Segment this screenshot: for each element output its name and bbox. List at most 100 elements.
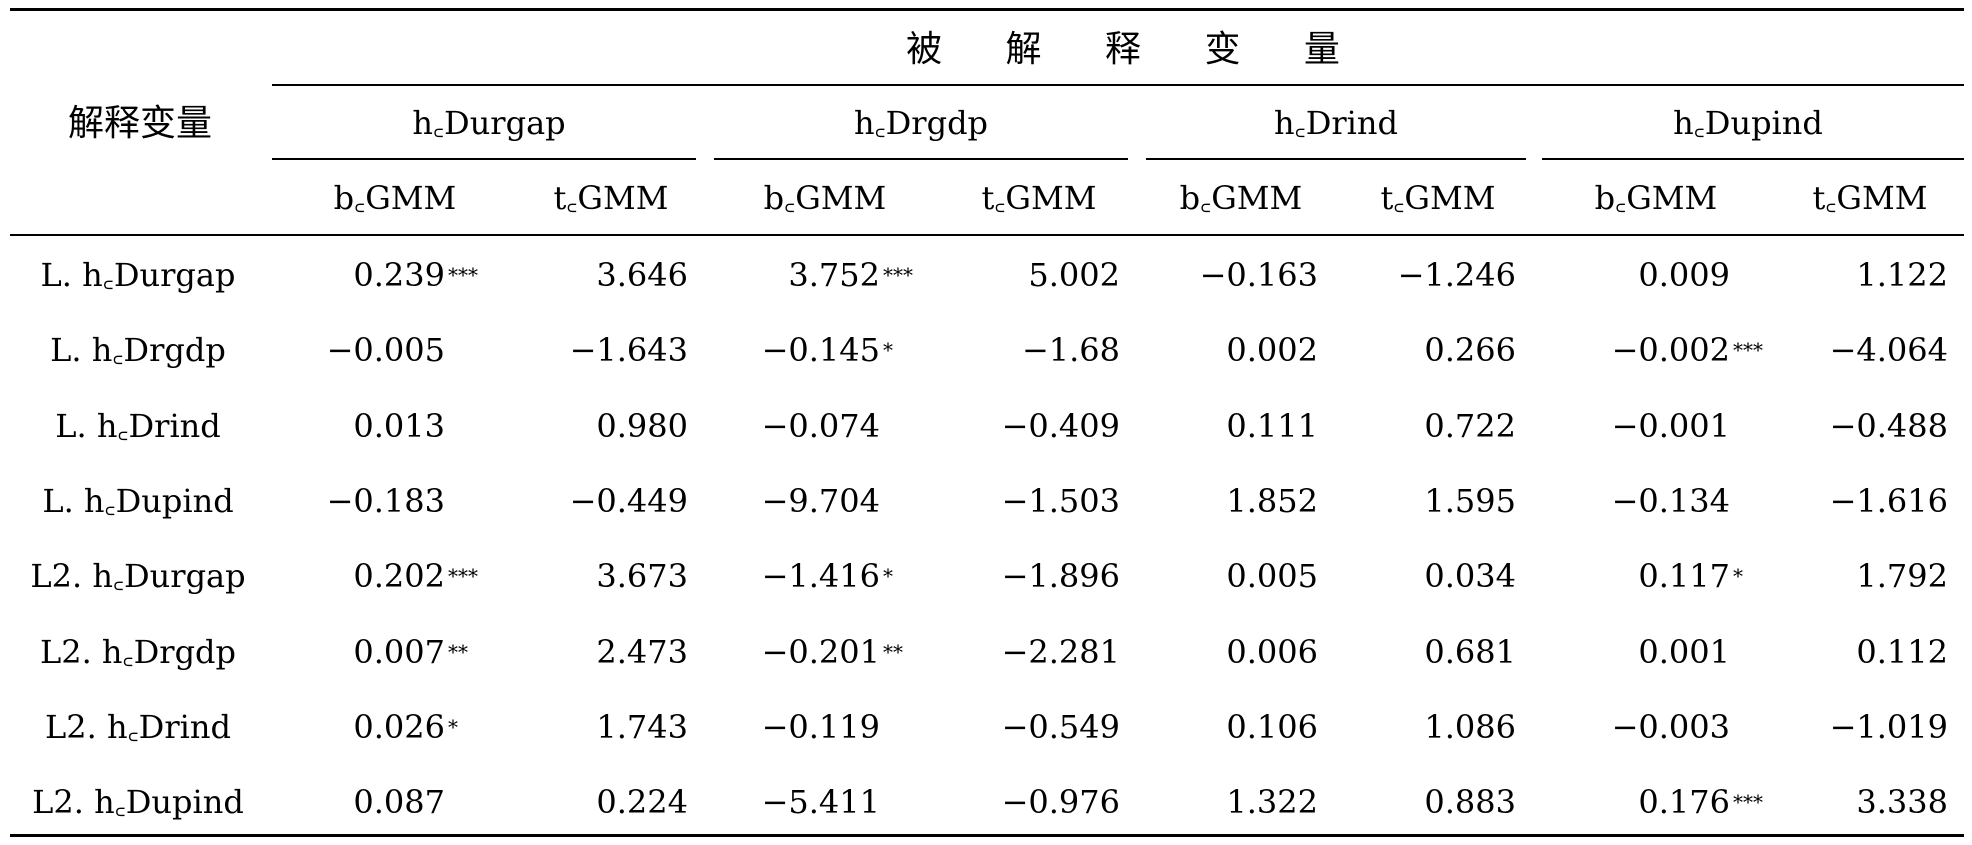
significance-stars: ** xyxy=(448,640,468,664)
row-label: L2. h꜀Drind xyxy=(45,708,231,746)
significance-stars: * xyxy=(883,564,893,588)
tstat-cell: 5.002 xyxy=(1028,256,1120,294)
coef-cell: 0.009 xyxy=(1638,256,1730,294)
tstat-cell: −1.643 xyxy=(569,331,688,369)
coef-cell: 1.322 xyxy=(1226,783,1318,821)
tstat-cell: −1.68 xyxy=(1021,331,1120,369)
bottom-rule xyxy=(10,834,1964,837)
top-rule xyxy=(10,8,1964,11)
tstat-cell: 3.673 xyxy=(596,557,688,595)
coef-cell: 0.007 xyxy=(353,633,445,671)
tstat-cell: 2.473 xyxy=(596,633,688,671)
group-header: 被 解 释 变 量 xyxy=(906,29,1366,70)
significance-stars: *** xyxy=(883,263,913,287)
coef-cell: 0.001 xyxy=(1638,633,1730,671)
tstat-cell: 1.086 xyxy=(1424,708,1516,746)
coef-cell: 0.006 xyxy=(1226,633,1318,671)
coef-cell: 0.239 xyxy=(353,256,445,294)
significance-stars: * xyxy=(1733,564,1743,588)
coef-cell: −0.134 xyxy=(1611,482,1730,520)
coef-cell: −0.163 xyxy=(1199,256,1318,294)
tstat-cell: 3.338 xyxy=(1856,783,1948,821)
dep-rule-3 xyxy=(1146,158,1526,160)
subcol-header: t꜀GMM xyxy=(553,179,669,217)
tstat-cell: 0.681 xyxy=(1424,633,1516,671)
coef-cell: −0.145 xyxy=(761,331,880,369)
tstat-cell: 0.266 xyxy=(1424,331,1516,369)
dep-rule-4 xyxy=(1542,158,1964,160)
coef-cell: 3.752 xyxy=(788,256,880,294)
coef-cell: −0.201 xyxy=(761,633,880,671)
tstat-cell: 0.112 xyxy=(1856,633,1948,671)
tstat-cell: −1.616 xyxy=(1829,482,1948,520)
coef-cell: 0.005 xyxy=(1226,557,1318,595)
coef-cell: 0.087 xyxy=(353,783,445,821)
header-bottom-rule xyxy=(10,234,1964,236)
row-label: L2. h꜀Dupind xyxy=(32,783,244,821)
tstat-cell: 1.792 xyxy=(1856,557,1948,595)
coef-cell: −0.119 xyxy=(761,708,880,746)
significance-stars: *** xyxy=(1733,790,1763,814)
tstat-cell: 0.883 xyxy=(1424,783,1516,821)
row-label: L2. h꜀Durgap xyxy=(30,557,246,595)
tstat-cell: −0.449 xyxy=(569,482,688,520)
dep-rule-2 xyxy=(714,158,1128,160)
tstat-cell: −4.064 xyxy=(1829,331,1948,369)
row-header: 解释变量 xyxy=(67,103,213,144)
tstat-cell: −1.896 xyxy=(1001,557,1120,595)
tstat-cell: 0.722 xyxy=(1424,407,1516,445)
significance-stars: *** xyxy=(448,263,478,287)
row-label: L. h꜀Dupind xyxy=(42,482,234,520)
subcol-header: b꜀GMM xyxy=(1179,179,1303,217)
dependent-header: h꜀Dupind xyxy=(1673,104,1823,142)
row-label: L. h꜀Drind xyxy=(55,407,221,445)
tstat-cell: 0.980 xyxy=(596,407,688,445)
tstat-cell: −2.281 xyxy=(1001,633,1120,671)
coef-cell: 0.111 xyxy=(1226,407,1318,445)
coef-cell: 0.106 xyxy=(1226,708,1318,746)
significance-stars: *** xyxy=(1733,338,1763,362)
subcol-header: b꜀GMM xyxy=(763,179,887,217)
coef-cell: −0.183 xyxy=(326,482,445,520)
subcol-header: t꜀GMM xyxy=(1380,179,1496,217)
coef-cell: 0.002 xyxy=(1226,331,1318,369)
significance-stars: * xyxy=(448,715,458,739)
tstat-cell: −0.976 xyxy=(1001,783,1120,821)
coef-cell: 0.013 xyxy=(353,407,445,445)
coef-cell: −0.005 xyxy=(326,331,445,369)
coef-cell: −9.704 xyxy=(761,482,880,520)
coef-cell: −0.003 xyxy=(1611,708,1730,746)
row-label: L. h꜀Durgap xyxy=(40,256,236,294)
group-rule xyxy=(272,84,1964,86)
coef-cell: −1.416 xyxy=(761,557,880,595)
dep-rule-1 xyxy=(272,158,696,160)
subcol-header: t꜀GMM xyxy=(1812,179,1928,217)
tstat-cell: −0.488 xyxy=(1829,407,1948,445)
coef-cell: 0.202 xyxy=(353,557,445,595)
coef-cell: 0.026 xyxy=(353,708,445,746)
tstat-cell: −1.019 xyxy=(1829,708,1948,746)
coef-cell: −0.002 xyxy=(1611,331,1730,369)
subcol-header: t꜀GMM xyxy=(981,179,1097,217)
dependent-header: h꜀Durgap xyxy=(412,104,566,142)
coef-cell: 0.176 xyxy=(1638,783,1730,821)
tstat-cell: 0.224 xyxy=(596,783,688,821)
subcol-header: b꜀GMM xyxy=(333,179,457,217)
row-label: L. h꜀Drgdp xyxy=(50,331,226,369)
significance-stars: * xyxy=(883,338,893,362)
coef-cell: 1.852 xyxy=(1226,482,1318,520)
tstat-cell: 1.122 xyxy=(1856,256,1948,294)
tstat-cell: 1.743 xyxy=(596,708,688,746)
tstat-cell: −0.549 xyxy=(1001,708,1120,746)
coef-cell: −0.074 xyxy=(761,407,880,445)
subcol-header: b꜀GMM xyxy=(1594,179,1718,217)
tstat-cell: 3.646 xyxy=(596,256,688,294)
tstat-cell: −0.409 xyxy=(1001,407,1120,445)
coef-cell: −5.411 xyxy=(761,783,880,821)
significance-stars: *** xyxy=(448,564,478,588)
tstat-cell: 1.595 xyxy=(1424,482,1516,520)
tstat-cell: −1.246 xyxy=(1397,256,1516,294)
tstat-cell: 0.034 xyxy=(1424,557,1516,595)
significance-stars: ** xyxy=(883,640,903,664)
